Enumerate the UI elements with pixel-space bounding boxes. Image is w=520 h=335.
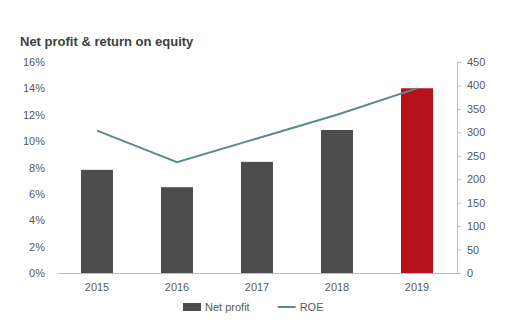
tick-label: 4% bbox=[29, 214, 45, 226]
line bbox=[97, 88, 417, 162]
tick: 2% bbox=[29, 241, 57, 253]
axis-line bbox=[458, 63, 462, 274]
tick-mark bbox=[457, 85, 461, 86]
bar bbox=[81, 170, 113, 273]
tick: 150 bbox=[457, 197, 485, 209]
tick-mark bbox=[457, 203, 461, 204]
tick-label: 400 bbox=[467, 79, 485, 91]
tick: 8% bbox=[29, 162, 57, 174]
tick-label: 16% bbox=[23, 56, 45, 68]
tick-mark bbox=[457, 132, 461, 133]
tick-label: 0 bbox=[467, 267, 473, 279]
tick-mark bbox=[457, 109, 461, 110]
y-axis: 0% 2% 4% 6% 8% 10% 12% 14% 16% bbox=[23, 56, 58, 279]
bar bbox=[401, 88, 433, 273]
tick: 16% bbox=[23, 56, 57, 68]
tick: 0% bbox=[29, 267, 57, 279]
tick: 4% bbox=[29, 214, 57, 226]
tick: 300 bbox=[457, 126, 485, 138]
tick-label: 250 bbox=[467, 150, 485, 162]
tick: 400 bbox=[457, 79, 485, 91]
tick: 2016 bbox=[165, 273, 189, 293]
tick: 0 bbox=[457, 267, 473, 279]
tick: 350 bbox=[457, 103, 485, 115]
tick: 450 bbox=[457, 56, 485, 68]
tick: 200 bbox=[457, 173, 485, 185]
tick-label: 8% bbox=[29, 162, 45, 174]
tick-label: 0% bbox=[29, 267, 45, 279]
tick: 50 bbox=[457, 244, 479, 256]
tick: 2017 bbox=[245, 273, 269, 293]
tick-label: 150 bbox=[467, 197, 485, 209]
tick-mark bbox=[457, 179, 461, 180]
tick-mark bbox=[457, 156, 461, 157]
tick-label: 2017 bbox=[245, 281, 269, 293]
tick-label: 12% bbox=[23, 109, 45, 121]
tick-label: 10% bbox=[23, 135, 45, 147]
tick: 10% bbox=[23, 135, 57, 147]
tick: 14% bbox=[23, 82, 57, 94]
legend: Net profit ROE bbox=[183, 301, 323, 313]
tick-label: 300 bbox=[467, 126, 485, 138]
tick: 6% bbox=[29, 188, 57, 200]
tick: 100 bbox=[457, 220, 485, 232]
axis-line bbox=[57, 63, 58, 274]
chart: Net profit & return on equity 0% 2% 4% 6% 8% 1… bbox=[0, 0, 520, 335]
tick-mark bbox=[457, 62, 461, 63]
tick-label: 2% bbox=[29, 241, 45, 253]
tick-label: 2015 bbox=[85, 281, 109, 293]
tick-label: 2018 bbox=[325, 281, 349, 293]
tick: 250 bbox=[457, 150, 485, 162]
tick-mark bbox=[457, 250, 461, 251]
tick-label: 100 bbox=[467, 220, 485, 232]
tick-label: 350 bbox=[467, 103, 485, 115]
bar bbox=[241, 162, 273, 273]
tick-label: 2016 bbox=[165, 281, 189, 293]
axis-line bbox=[58, 273, 458, 274]
tick-label: 50 bbox=[467, 244, 479, 256]
plot-area bbox=[81, 88, 433, 273]
tick-label: 6% bbox=[29, 188, 45, 200]
tick-label: 2019 bbox=[405, 281, 429, 293]
legend-swatch bbox=[278, 306, 296, 308]
legend-label: Net profit bbox=[205, 301, 250, 313]
tick-label: 14% bbox=[23, 82, 45, 94]
tick-mark bbox=[457, 226, 461, 227]
tick: 2015 bbox=[85, 273, 109, 293]
legend-label: ROE bbox=[300, 301, 324, 313]
tick: 2019 bbox=[405, 273, 429, 293]
tick-mark bbox=[457, 273, 461, 274]
tick: 12% bbox=[23, 109, 57, 121]
tick-label: 450 bbox=[467, 56, 485, 68]
x-axis: 2015 2016 2017 2018 2019 bbox=[58, 273, 458, 293]
y2-axis: 0 50 100 150 200 250 300 350 400 450 bbox=[457, 56, 485, 279]
tick-label: 200 bbox=[467, 173, 485, 185]
tick: 2018 bbox=[325, 273, 349, 293]
bar bbox=[161, 187, 193, 273]
title: Net profit & return on equity bbox=[20, 34, 194, 49]
bar bbox=[321, 130, 353, 273]
legend-swatch bbox=[183, 303, 201, 311]
